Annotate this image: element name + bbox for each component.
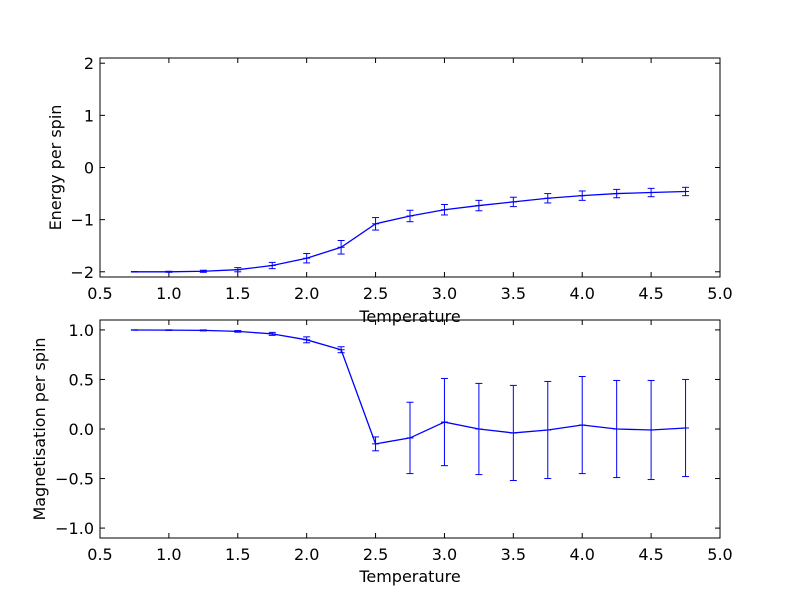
x-tick-label: 4.0 [569, 545, 594, 564]
magnetisation-y-ticks: −1.0 −0.5 0.0 0.5 1.0 [55, 321, 720, 538]
magnetisation-y-axis-label: Magnetisation per spin [30, 337, 49, 520]
energy-panel: 0.5 1.0 1.5 2.0 2.5 3.0 3.5 4.0 4.5 5.0 −2 −1 0 1 2 T… [46, 54, 733, 326]
y-tick-label: −2 [70, 263, 94, 282]
energy-y-axis-label: Energy per spin [46, 105, 65, 231]
y-tick-label: −0.5 [55, 470, 94, 489]
x-tick-label: 0.5 [87, 284, 112, 303]
x-tick-label: 2.5 [363, 545, 388, 564]
x-tick-label: 5.0 [707, 545, 732, 564]
x-tick-label: 4.5 [638, 545, 663, 564]
y-tick-label: 0.5 [69, 370, 94, 389]
y-tick-label: 1.0 [69, 321, 94, 340]
x-tick-label: 1.5 [225, 284, 250, 303]
y-tick-label: −1.0 [55, 519, 94, 538]
x-tick-label: 1.0 [156, 284, 181, 303]
y-tick-label: 0 [84, 159, 94, 178]
y-tick-label: 2 [84, 54, 94, 73]
x-tick-label: 3.5 [501, 545, 526, 564]
magnetisation-x-axis-label: Temperature [358, 567, 460, 586]
x-tick-label: 2.5 [363, 284, 388, 303]
x-tick-label: 0.5 [87, 545, 112, 564]
x-tick-label: 3.0 [432, 545, 457, 564]
energy-y-ticks: −2 −1 0 1 2 [70, 54, 720, 282]
magnetisation-panel: 0.5 1.0 1.5 2.0 2.5 3.0 3.5 4.0 4.5 5.0 −1.0−0.50… [30, 319, 733, 586]
x-tick-label: 5.0 [707, 284, 732, 303]
x-tick-label: 2.0 [294, 545, 319, 564]
x-tick-label: 2.0 [294, 284, 319, 303]
x-tick-label: 1.0 [156, 545, 181, 564]
energy-x-ticks: 0.5 1.0 1.5 2.0 2.5 3.0 3.5 4.0 4.5 5.0 [87, 58, 733, 303]
energy-series-line [134, 190, 686, 273]
x-tick-label: 1.5 [225, 545, 250, 564]
y-tick-label: 1 [84, 106, 94, 125]
x-tick-label: 3.0 [432, 284, 457, 303]
x-tick-label: 3.5 [501, 284, 526, 303]
y-tick-label: 0.0 [69, 420, 94, 439]
magnetisation-series-line [134, 329, 686, 445]
x-tick-label: 4.0 [569, 284, 594, 303]
energy-x-axis-label: Temperature [358, 307, 460, 326]
x-tick-label: 4.5 [638, 284, 663, 303]
magnetisation-x-ticks: 0.5 1.0 1.5 2.0 2.5 3.0 3.5 4.0 4.5 5.0 [87, 320, 733, 564]
y-tick-label: −1 [70, 211, 94, 230]
